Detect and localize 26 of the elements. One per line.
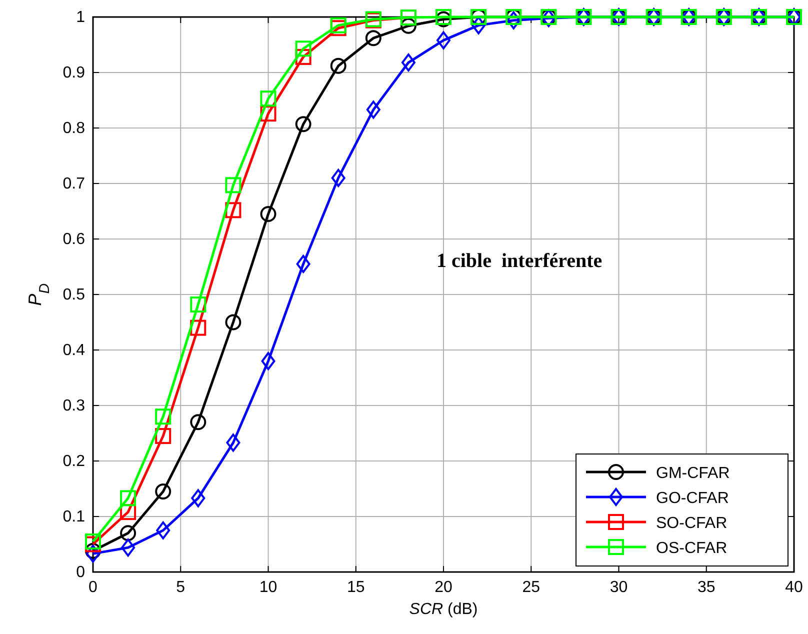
y-tick-label: 0.3 (62, 398, 86, 414)
y-tick-label: 0.4 (62, 342, 86, 359)
y-tick-label: 0.2 (62, 453, 86, 470)
x-tick-label: 5 (176, 579, 186, 596)
x-tick-label: 0 (88, 579, 98, 596)
legend-label: OS-CFAR (656, 540, 728, 557)
y-tick-label: 0.7 (62, 176, 86, 192)
y-tick-label: 0.8 (62, 120, 86, 137)
x-tick-label: 25 (522, 579, 540, 596)
x-tick-label: 15 (346, 579, 365, 596)
annotation: 1 cible interférente (436, 250, 602, 272)
y-tick-label: 0.5 (62, 286, 86, 304)
y-tick-label: 0 (76, 564, 86, 581)
legend-label: SO-CFAR (656, 515, 728, 532)
x-tick-label: 20 (434, 579, 452, 596)
x-tick-label: 10 (259, 579, 278, 596)
legend-label: GM-CFAR (656, 465, 730, 482)
x-tick-label: 35 (697, 579, 716, 596)
y-tick-label: 1 (76, 9, 86, 26)
y-tick-label: 0.6 (62, 231, 86, 248)
x-tick-label: 40 (785, 579, 803, 596)
legend-label: GO-CFAR (656, 490, 729, 507)
y-tick-label: 0.9 (62, 64, 86, 82)
x-tick-label: 30 (610, 579, 628, 596)
x-axis-title: SCR (dB) (409, 601, 478, 618)
y-tick-label: 0.1 (62, 508, 86, 526)
